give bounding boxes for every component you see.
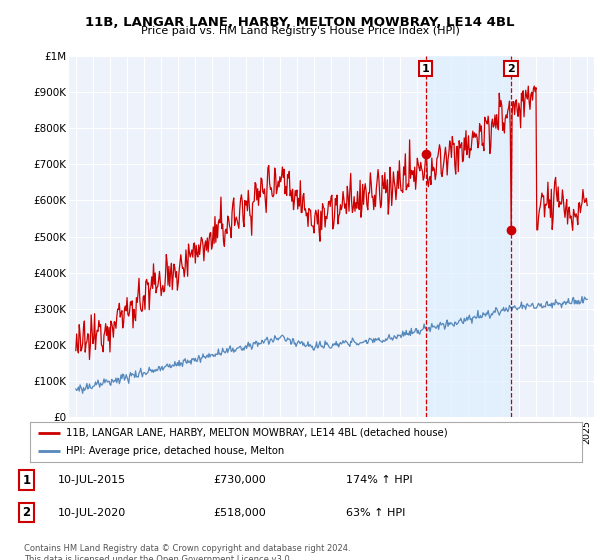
Text: 2: 2: [22, 506, 31, 519]
Text: 10-JUL-2020: 10-JUL-2020: [58, 507, 127, 517]
Text: 10-JUL-2015: 10-JUL-2015: [58, 475, 126, 486]
Text: 2: 2: [507, 64, 515, 74]
Text: 1: 1: [22, 474, 31, 487]
Text: HPI: Average price, detached house, Melton: HPI: Average price, detached house, Melt…: [66, 446, 284, 456]
Text: 174% ↑ HPI: 174% ↑ HPI: [346, 475, 413, 486]
Text: £730,000: £730,000: [214, 475, 266, 486]
Text: £518,000: £518,000: [214, 507, 266, 517]
Text: Contains HM Land Registry data © Crown copyright and database right 2024.
This d: Contains HM Land Registry data © Crown c…: [24, 544, 350, 560]
Text: 11B, LANGAR LANE, HARBY, MELTON MOWBRAY, LE14 4BL: 11B, LANGAR LANE, HARBY, MELTON MOWBRAY,…: [85, 16, 515, 29]
Text: 63% ↑ HPI: 63% ↑ HPI: [346, 507, 406, 517]
Text: Price paid vs. HM Land Registry's House Price Index (HPI): Price paid vs. HM Land Registry's House …: [140, 26, 460, 36]
Text: 11B, LANGAR LANE, HARBY, MELTON MOWBRAY, LE14 4BL (detached house): 11B, LANGAR LANE, HARBY, MELTON MOWBRAY,…: [66, 428, 448, 437]
Text: 1: 1: [422, 64, 430, 74]
Bar: [426, 56, 511, 417]
